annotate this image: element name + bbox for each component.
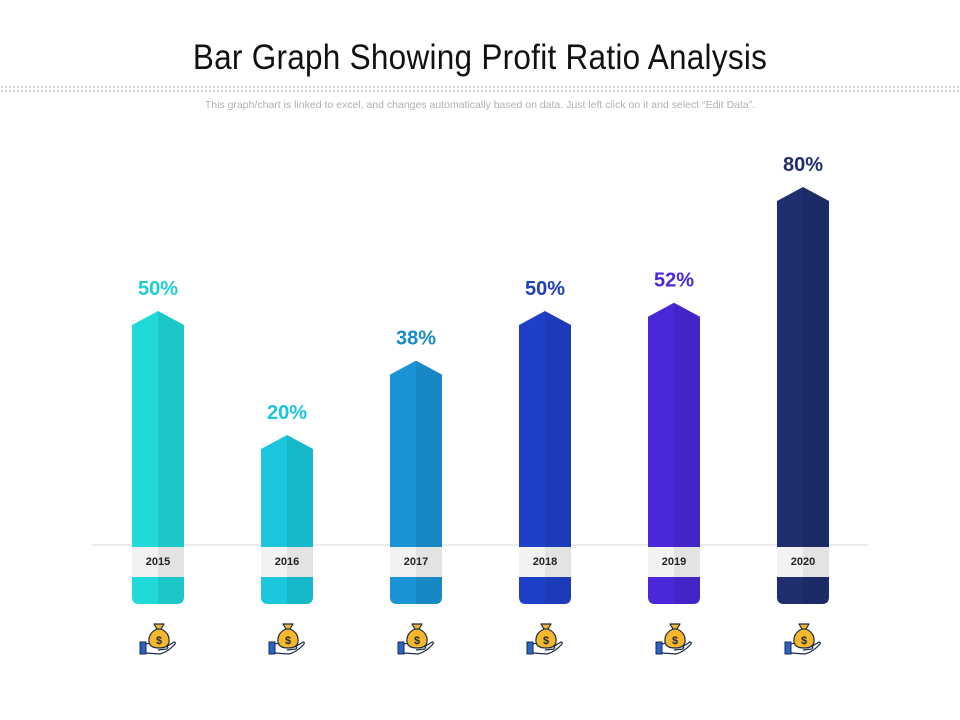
year-band-left-2020 [777,547,803,577]
svg-text:$: $ [543,635,549,647]
page-title: Bar Graph Showing Profit Ratio Analysis [192,38,768,77]
value-label-2018: 50% [525,278,565,300]
year-label-2020: 2020 [791,556,815,568]
year-label-2015: 2015 [146,556,170,568]
page-subtitle: This graph/chart is linked to excel, and… [204,99,756,111]
bar-2015 [132,311,184,604]
bar-shade-2017 [416,360,442,604]
year-label-2017: 2017 [404,556,428,568]
value-label-2017: 38% [396,328,436,350]
money-bag-hand-icon: $ [784,623,821,655]
year-band-left-2018 [519,547,545,577]
svg-text:$: $ [414,635,420,647]
bar-shade-2019 [674,302,700,604]
bar-shade-2020 [803,187,829,604]
year-band-right-2016 [287,547,313,577]
year-band-left-2017 [390,547,416,577]
bar-2018 [519,311,571,604]
year-band-right-2019 [674,547,700,577]
year-label-2019: 2019 [662,556,686,568]
year-band-left-2016 [261,547,287,577]
money-bag-hand-icon: $ [655,623,692,655]
value-label-2015: 50% [138,278,178,300]
value-label-2016: 20% [267,402,307,424]
year-band-right-2017 [416,547,442,577]
value-label-2019: 52% [654,270,694,292]
year-label-2018: 2018 [533,556,557,568]
money-bag-hand-icon: $ [139,623,176,655]
bar-2020 [777,187,829,604]
bar-shade-2015 [158,311,184,604]
money-bag-hand-icon: $ [397,623,434,655]
svg-text:$: $ [156,635,162,647]
year-band-right-2015 [158,547,184,577]
bar-2019 [648,302,700,604]
bar-shade-2016 [287,435,313,604]
svg-text:$: $ [672,635,678,647]
bar-shade-2018 [545,311,571,604]
year-label-2016: 2016 [275,556,299,568]
money-bag-hand-icon: $ [268,623,305,655]
year-band-right-2018 [545,547,571,577]
year-band-right-2020 [803,547,829,577]
bar-2017 [390,360,442,604]
value-label-2020: 80% [783,154,823,176]
svg-text:$: $ [285,635,291,647]
svg-text:$: $ [801,635,807,647]
year-band-left-2015 [132,547,158,577]
year-band-left-2019 [648,547,674,577]
money-bag-hand-icon: $ [526,623,563,655]
dotted-divider [0,85,960,93]
